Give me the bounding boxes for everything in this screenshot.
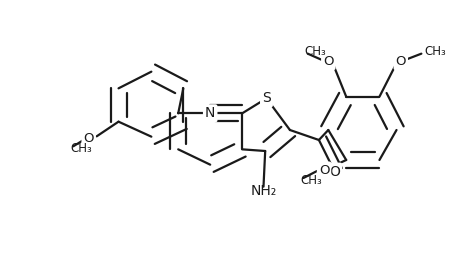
Text: O: O xyxy=(329,165,340,179)
Text: CH₃: CH₃ xyxy=(301,173,322,187)
Text: NH₂: NH₂ xyxy=(250,184,277,198)
Text: S: S xyxy=(262,91,271,105)
Text: O: O xyxy=(395,55,406,68)
Text: N: N xyxy=(205,106,215,120)
Text: CH₃: CH₃ xyxy=(70,142,92,155)
Text: O: O xyxy=(323,55,333,68)
Text: CH₃: CH₃ xyxy=(424,45,446,58)
Text: O: O xyxy=(319,163,329,177)
Text: CH₃: CH₃ xyxy=(305,45,326,58)
Text: O: O xyxy=(83,132,94,145)
